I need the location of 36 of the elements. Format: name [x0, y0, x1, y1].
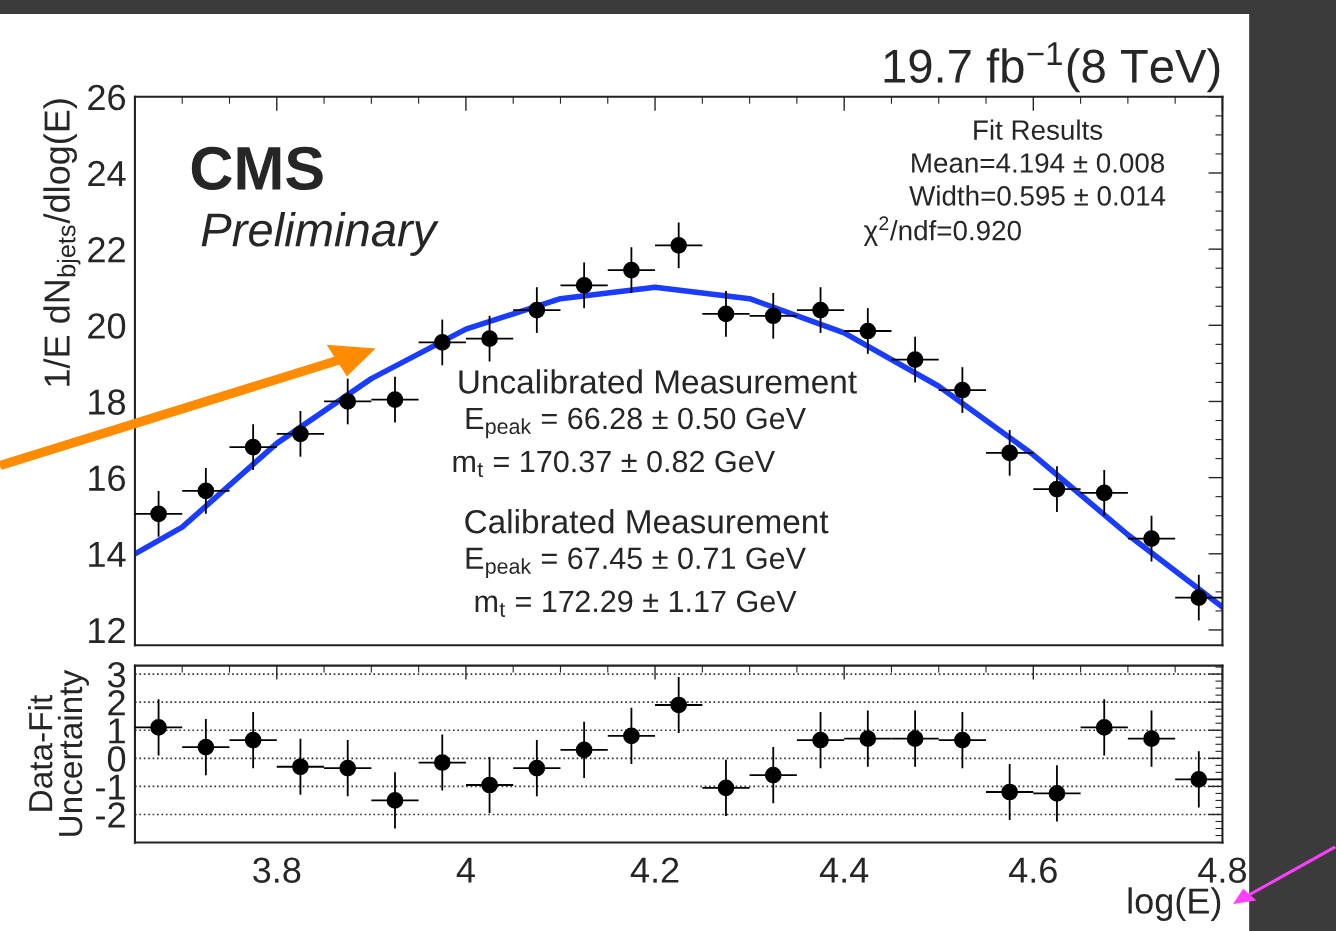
y-axis-title: Data-Fit Uncertainty [28, 669, 89, 836]
annotation: m$_{t}$ = 170.37 ± 0.82 GeV [453, 450, 775, 478]
y-tick-label: 24 [88, 160, 126, 187]
annotation: CMS [191, 146, 323, 190]
annotation: E$_{peak}$ = 66.28 ± 0.50 GeV [466, 407, 806, 439]
y-tick-label: -2 [96, 802, 125, 828]
annotation: Width=0.595 ± 0.014 [909, 185, 1166, 206]
x-tick-label: 3.8 [253, 857, 301, 883]
y-tick-label: 20 [88, 313, 126, 339]
annotation: m$_{t}$ = 172.29 ± 1.17 GeV [475, 590, 797, 617]
y-axis-title: 1/E dN$_{bjets}$/dlog(E) [43, 99, 81, 386]
annotation: Preliminary [201, 211, 439, 256]
chart-title: 19.7 fb$^{−1}$(8 TeV) [884, 42, 1220, 93]
y-tick-label: 12 [89, 617, 125, 644]
x-tick-label: 4.2 [630, 857, 679, 883]
annotation: Mean=4.194 ± 0.008 [912, 153, 1165, 173]
x-tick-label: 4 [456, 857, 475, 883]
y-tick-label: 22 [88, 237, 125, 263]
x-tick-label: 4.6 [1009, 857, 1057, 883]
y-tick-label: 14 [89, 542, 126, 567]
y-tick-label: 18 [89, 389, 126, 415]
annotation: Calibrated Measurement [465, 509, 829, 534]
y-tick-label: 1 [109, 718, 125, 744]
y-tick-label: 3 [107, 661, 126, 688]
x-axis-title: log(E) [1128, 887, 1221, 921]
x-tick-label: 4.4 [819, 857, 869, 883]
y-tick-label: 0 [107, 746, 126, 772]
annotation: E$_{peak}$ = 67.45 ± 0.71 GeV [466, 547, 806, 579]
y-tick-label: -1 [96, 774, 125, 800]
annotation: Fit Results [974, 119, 1103, 140]
x-tick-label: 4.8 [1198, 857, 1246, 883]
y-tick-label: 16 [89, 465, 126, 492]
y-tick-label: 2 [108, 690, 125, 716]
annotation: Uncalibrated Measurement [459, 369, 857, 394]
annotation: χ$^{2}$/ndf=0.920 [863, 216, 1021, 246]
y-tick-label: 26 [88, 84, 126, 111]
